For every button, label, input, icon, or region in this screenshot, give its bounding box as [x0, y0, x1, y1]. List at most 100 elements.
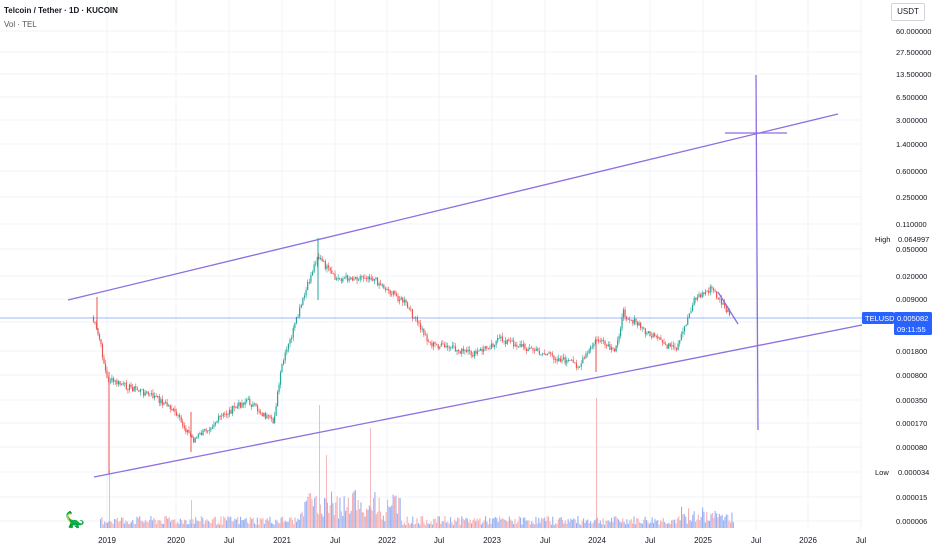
candle-body: [230, 409, 232, 414]
candle-body: [725, 307, 727, 313]
candle-body: [602, 339, 605, 341]
volume-bar: [702, 507, 704, 528]
volume-bar: [626, 519, 628, 528]
candle-body: [136, 388, 138, 391]
chart-drawings: [0, 74, 863, 478]
volume-bar: [718, 513, 720, 528]
volume-bar: [564, 520, 566, 528]
candle-body: [367, 276, 369, 280]
volume-bar: [623, 522, 625, 528]
volume-bar: [548, 516, 550, 528]
candle-body: [405, 300, 407, 303]
volume-bar: [269, 516, 271, 528]
candle-body: [144, 392, 146, 396]
candle-body: [447, 345, 449, 348]
volume-bar: [524, 517, 526, 528]
candle-body: [334, 273, 336, 280]
volume-bar: [100, 519, 102, 528]
volume-bar: [676, 518, 678, 528]
candle-body: [403, 300, 405, 303]
candle-body: [728, 309, 731, 316]
volume-bar: [228, 517, 230, 528]
volume-bar: [303, 516, 305, 528]
candle-body: [225, 413, 228, 415]
volume-bar: [525, 520, 527, 528]
candle-body: [387, 289, 390, 290]
channel-upper-line: [67, 113, 839, 301]
volume-bar: [112, 523, 114, 528]
candle-body: [708, 291, 710, 293]
candle-body: [680, 334, 682, 341]
volume-bar: [335, 502, 337, 528]
volume-bar: [324, 497, 326, 528]
volume-bar: [352, 493, 354, 528]
volume-bar: [304, 502, 306, 528]
volume-bar: [300, 513, 302, 528]
volume-bar: [643, 519, 645, 528]
price-tick-label: 0.020000: [896, 272, 927, 281]
volume-bar: [448, 523, 450, 528]
volume-bar: [597, 517, 599, 528]
volume-bar: [359, 508, 361, 528]
time-tick-label: Jul: [434, 536, 444, 545]
volume-bar: [454, 519, 456, 528]
price-tick-label: 0.050000: [896, 245, 927, 254]
volume-bar: [531, 521, 533, 528]
candle-body: [450, 347, 452, 349]
candle-body: [429, 341, 431, 343]
candle-body: [413, 317, 415, 319]
volume-bar: [116, 517, 118, 528]
symbol-title[interactable]: Telcoin / Tether · 1D · KUCOIN: [4, 6, 118, 15]
candle-body: [316, 257, 318, 264]
candle-body: [517, 346, 520, 348]
currency-button[interactable]: USDT: [891, 3, 925, 21]
candle-body: [437, 344, 439, 349]
candle-body: [585, 353, 587, 359]
volume-bar: [248, 523, 250, 528]
volume-bar: [504, 519, 506, 528]
volume-bar: [648, 523, 650, 528]
candle-body: [464, 350, 466, 352]
candle-body: [295, 317, 298, 324]
candle-body: [365, 278, 368, 280]
volume-bar: [276, 520, 278, 528]
candle-body: [150, 392, 153, 394]
volume-bar: [216, 524, 218, 528]
volume-bar: [378, 497, 380, 528]
candle-body: [567, 360, 569, 361]
tradingview-logo-icon[interactable]: 🦕: [65, 512, 85, 529]
candle-body: [375, 277, 377, 280]
candle-body: [462, 348, 464, 352]
candle-body: [505, 340, 507, 344]
volume-bar: [287, 521, 289, 528]
volume-bar: [681, 506, 683, 528]
volume-bar: [605, 520, 607, 528]
volume-bar: [462, 518, 464, 528]
volume-bar: [528, 520, 530, 528]
candle-body: [514, 344, 516, 347]
volume-bar: [109, 521, 111, 528]
candle-body: [211, 426, 213, 429]
candle-body: [228, 409, 231, 415]
volume-bar: [107, 522, 109, 528]
volume-bar: [679, 520, 681, 528]
candle-body: [311, 272, 314, 276]
volume-bar: [209, 522, 211, 528]
volume-legend[interactable]: Vol · TEL: [4, 20, 37, 29]
candle-body: [323, 260, 325, 262]
volume-bar: [220, 516, 222, 528]
volume-bar: [429, 523, 431, 528]
volume-bar: [543, 517, 545, 528]
candle-body: [135, 386, 137, 389]
candle-body: [153, 395, 156, 398]
volume-bar: [527, 520, 529, 528]
candle-body: [335, 278, 338, 280]
candle-body: [479, 348, 482, 351]
volume-bar: [457, 517, 459, 528]
volume-bar: [567, 519, 569, 528]
volume-bar: [332, 503, 334, 528]
volume-bar: [590, 521, 592, 528]
volume-bar: [688, 508, 690, 528]
